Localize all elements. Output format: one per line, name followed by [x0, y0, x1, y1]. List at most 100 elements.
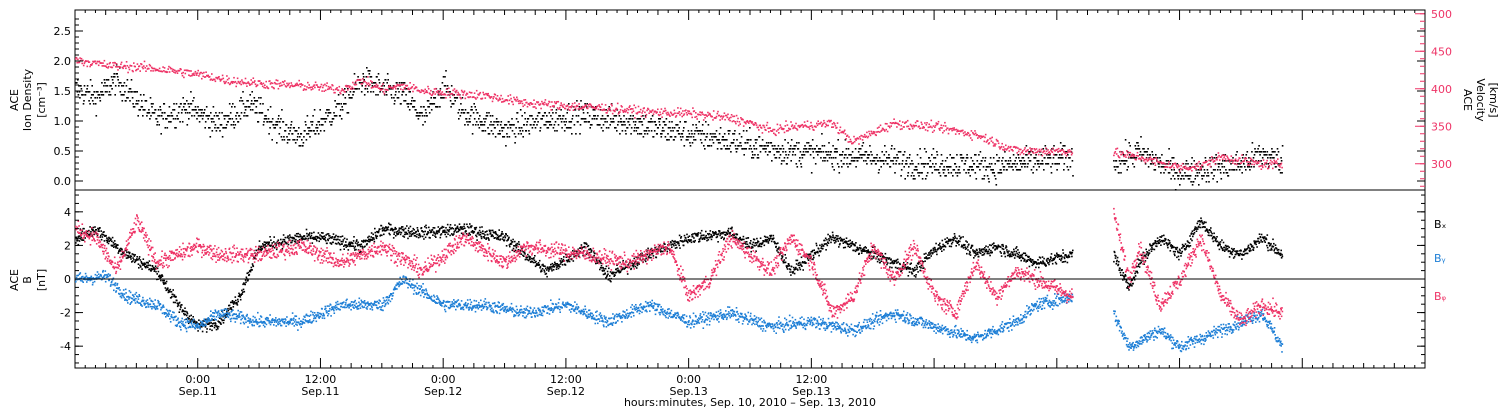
data-point [852, 141, 855, 144]
data-point [376, 76, 378, 78]
data-point [1143, 158, 1146, 161]
data-point [126, 97, 128, 99]
data-point [847, 166, 849, 168]
data-point [1217, 163, 1219, 165]
data-point [254, 112, 257, 114]
data-point [904, 178, 906, 180]
data-point [282, 240, 284, 243]
data-point [326, 242, 328, 245]
data-point [761, 145, 763, 147]
data-point [406, 84, 409, 87]
data-point [932, 148, 935, 150]
data-point [1211, 156, 1213, 158]
data-point [1146, 160, 1149, 162]
data-point [1014, 166, 1017, 168]
data-point [980, 135, 983, 137]
data-point [331, 237, 333, 239]
data-point [410, 231, 412, 233]
data-point [291, 133, 294, 135]
data-point [1034, 149, 1036, 151]
data-point [514, 98, 517, 101]
data-point [507, 238, 509, 241]
data-point [279, 242, 282, 245]
data-point [1245, 154, 1248, 156]
data-point [1117, 155, 1119, 157]
data-point [254, 80, 256, 82]
data-point [854, 157, 856, 159]
data-point [211, 329, 213, 332]
data-point [215, 328, 218, 331]
data-point [109, 94, 112, 96]
data-point [602, 130, 604, 132]
data-point [487, 92, 489, 95]
data-point [1271, 148, 1273, 150]
data-point [1269, 154, 1271, 156]
data-point [823, 119, 825, 122]
data-point [126, 79, 129, 81]
data-point [1221, 158, 1224, 161]
data-point [490, 130, 493, 132]
data-point [1248, 166, 1251, 168]
data-point [276, 240, 279, 243]
data-point [83, 100, 85, 102]
data-point [205, 331, 208, 333]
data-point [217, 325, 220, 328]
data-point [930, 119, 933, 122]
data-point [165, 280, 168, 283]
data-point [198, 323, 201, 325]
data-point [916, 120, 919, 122]
data-point [147, 112, 150, 114]
data-point [201, 72, 204, 75]
data-point [938, 172, 941, 174]
data-point [811, 126, 814, 129]
data-point [475, 109, 477, 111]
data-point [488, 229, 491, 232]
data-point [604, 121, 606, 123]
data-point [1151, 161, 1154, 164]
data-point [1217, 152, 1220, 154]
data-point [686, 114, 688, 116]
data-point [463, 91, 465, 94]
data-point [506, 235, 509, 237]
data-point [140, 261, 143, 263]
data-point [151, 268, 153, 271]
data-point [324, 121, 327, 123]
data-point [601, 103, 603, 106]
data-point [521, 100, 523, 102]
data-point [304, 85, 306, 87]
data-point [491, 234, 494, 236]
data-point [557, 124, 560, 126]
data-point [987, 178, 990, 180]
data-point [375, 237, 378, 240]
data-point [404, 227, 407, 230]
data-point [518, 100, 521, 102]
data-point [150, 115, 152, 117]
data-point [110, 76, 113, 78]
data-point [1035, 154, 1037, 156]
data-point [1049, 157, 1052, 159]
data-point [1011, 163, 1014, 165]
data-point [729, 130, 731, 132]
data-point [1032, 172, 1034, 174]
data-point [311, 124, 313, 126]
data-point [244, 283, 246, 286]
data-point [214, 323, 217, 325]
data-point [453, 97, 456, 99]
data-point [170, 291, 173, 293]
data-point [223, 80, 225, 83]
data-point [125, 61, 128, 63]
data-point [1207, 175, 1210, 177]
data-point [1129, 145, 1131, 147]
data-point [142, 258, 145, 260]
data-point [971, 160, 974, 162]
data-point [237, 121, 240, 123]
data-point [423, 115, 426, 117]
data-point [874, 131, 876, 133]
data-point [117, 69, 119, 71]
data-point [777, 151, 779, 153]
data-point [992, 157, 995, 159]
data-point [704, 139, 707, 141]
data-point [876, 154, 878, 156]
data-point [189, 75, 192, 77]
data-point [129, 88, 132, 90]
